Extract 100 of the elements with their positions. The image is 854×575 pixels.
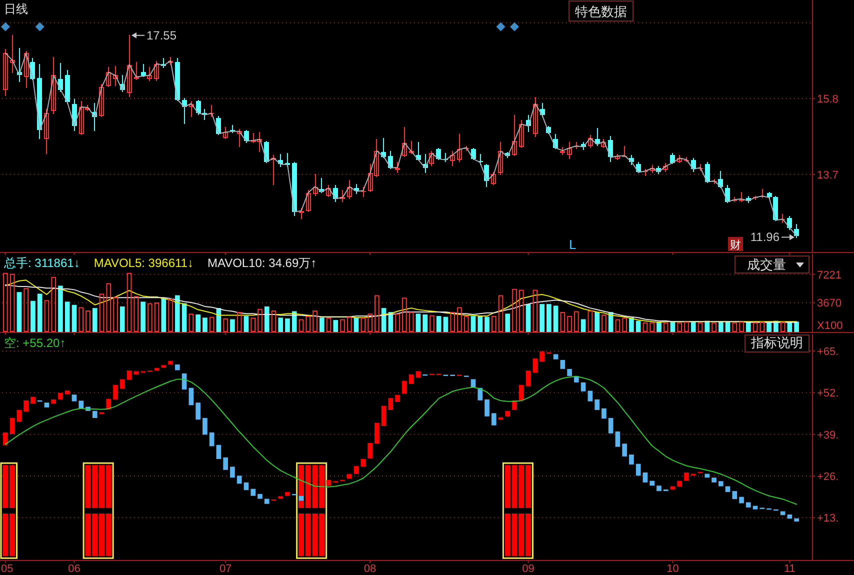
bar [470, 316, 476, 332]
candlestick [787, 216, 792, 230]
line-series [4, 376, 798, 505]
bar [629, 318, 634, 332]
candlestick [361, 186, 366, 198]
bar [636, 464, 641, 476]
x-tick-label: 08 [364, 563, 376, 575]
candlestick [244, 130, 249, 144]
bar [718, 481, 724, 486]
bar [746, 322, 751, 332]
annotation: 指标说明 [750, 335, 803, 350]
bar [188, 388, 194, 406]
y-axis-title: X100 [817, 320, 843, 332]
bar [120, 306, 125, 332]
candlestick [705, 162, 710, 184]
bar [540, 304, 544, 332]
annotation: 财 [730, 238, 741, 252]
bar [230, 319, 235, 332]
annotation: 成交量 [747, 257, 786, 272]
x-tick-label: 09 [522, 563, 534, 575]
bar [470, 379, 476, 388]
bar [250, 488, 256, 496]
bar [182, 303, 187, 332]
text: MAVOL5: 396611↓ [94, 256, 194, 270]
bar [712, 478, 716, 482]
annotation: 11.96 [750, 230, 780, 244]
bar [580, 382, 586, 392]
bar [553, 306, 558, 332]
bar [704, 474, 710, 478]
bar [58, 286, 63, 332]
series-label: 总手: 311861↓ [3, 256, 80, 270]
bar [64, 302, 70, 332]
bar [690, 322, 696, 332]
bar [202, 418, 208, 435]
bar [16, 292, 22, 332]
bar [629, 454, 634, 464]
bar [209, 432, 214, 446]
bar [285, 318, 290, 332]
text: 空: +55.20↑ [4, 336, 66, 350]
x-tick-label: 05 [1, 563, 14, 575]
bar [546, 304, 552, 332]
bar [354, 318, 359, 332]
y-tick-label: +52. [817, 388, 839, 400]
bar [92, 308, 98, 332]
bar [752, 506, 758, 510]
bar [258, 494, 262, 499]
bar [161, 298, 166, 332]
bar [484, 316, 490, 332]
bar [175, 295, 180, 332]
bar [196, 314, 200, 332]
bar [560, 360, 566, 369]
bar [567, 368, 572, 376]
bar [175, 364, 180, 370]
bar [642, 472, 648, 482]
bar [704, 320, 710, 332]
bar [72, 394, 77, 402]
bar [608, 418, 614, 434]
candlestick [608, 136, 613, 162]
bar [196, 402, 200, 420]
candlestick [141, 64, 146, 78]
bar [478, 316, 483, 332]
bar [588, 390, 593, 402]
bar [244, 316, 249, 332]
bar [78, 400, 84, 408]
annotation: L [569, 237, 576, 252]
x-tick-label: 06 [68, 563, 80, 575]
bar [333, 320, 338, 332]
candlestick [58, 62, 63, 92]
y-tick-label: +39. [817, 429, 839, 442]
bar [553, 354, 558, 360]
y-tick-label: +26. [817, 471, 839, 484]
candlestick [134, 62, 139, 80]
bar [44, 402, 50, 408]
annotation: 特色数据 [575, 4, 627, 19]
bar [278, 318, 284, 332]
bar [594, 312, 600, 332]
candlestick [196, 100, 201, 116]
bar [622, 444, 627, 456]
bar [72, 304, 77, 332]
bar [650, 480, 655, 486]
bar [319, 318, 324, 332]
chart-title: 日线 [4, 2, 28, 16]
bar [656, 322, 662, 332]
bar [739, 496, 744, 504]
y-tick-label: 7221 [817, 269, 842, 282]
bar [236, 476, 242, 484]
bar [92, 410, 98, 418]
bar [484, 399, 490, 416]
bar [416, 314, 421, 332]
bar [636, 320, 641, 332]
annotation: 17.55 [146, 28, 177, 42]
bar [505, 314, 510, 332]
y-tick-label: 3670 [817, 298, 842, 310]
bar [580, 319, 586, 332]
bar [223, 457, 228, 470]
bar [602, 408, 606, 419]
bar [264, 306, 270, 332]
bar [202, 318, 208, 332]
text: MAVOL10: 34.69万↑ [207, 256, 317, 270]
bar [37, 294, 42, 332]
